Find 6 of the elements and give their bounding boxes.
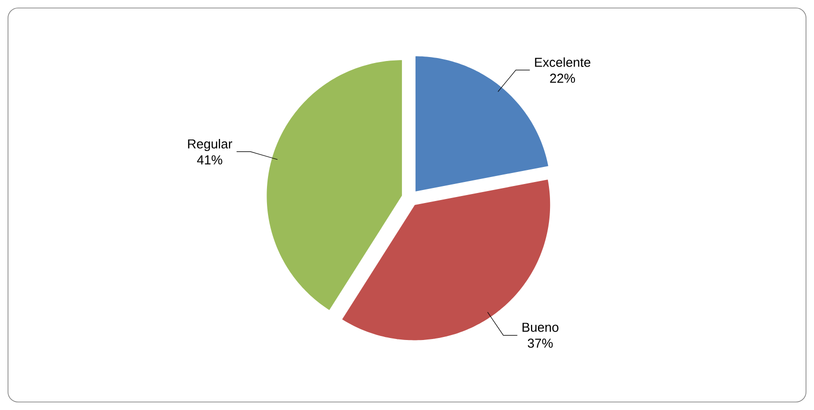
slice-label: Regular [188, 138, 232, 152]
slice-label: Excelente [535, 57, 590, 67]
data-label: 37% [528, 338, 553, 348]
data-label: 41% [197, 155, 222, 164]
data-label: 22% [550, 74, 575, 83]
slice-label: Bueno [522, 322, 558, 332]
